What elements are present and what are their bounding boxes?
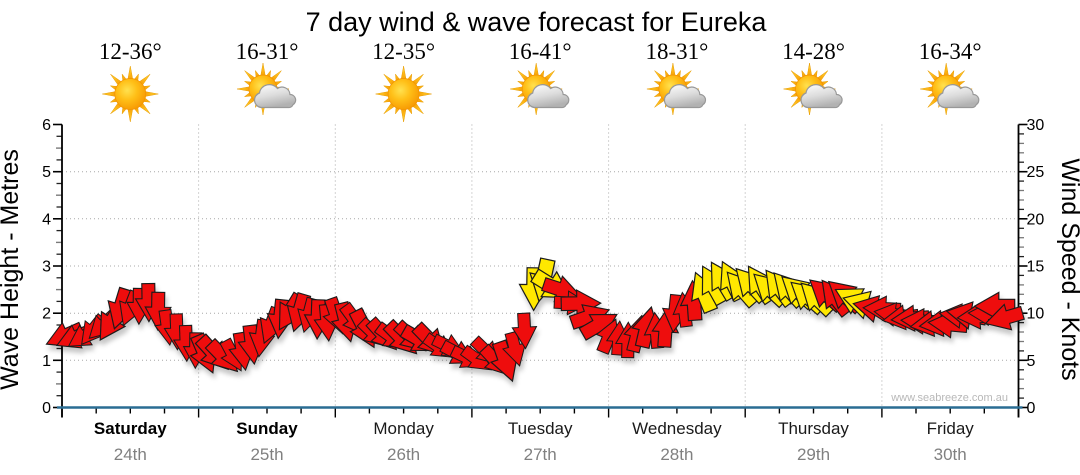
svg-text:5: 5 [42,164,51,181]
svg-text:7 day wind & wave forecast for: 7 day wind & wave forecast for Eureka [306,7,768,37]
svg-text:5: 5 [1027,353,1036,370]
svg-text:16-34°: 16-34° [919,39,982,64]
svg-text:Thursday: Thursday [778,419,849,438]
svg-text:18-31°: 18-31° [645,39,708,64]
svg-text:0: 0 [42,400,51,417]
svg-text:3: 3 [42,259,51,276]
svg-text:4: 4 [42,211,51,228]
svg-text:25: 25 [1027,164,1045,181]
svg-text:Friday: Friday [927,419,975,438]
svg-text:16-31°: 16-31° [236,39,299,64]
svg-text:25th: 25th [250,445,283,464]
svg-text:2: 2 [42,306,51,323]
svg-text:15: 15 [1027,259,1045,276]
svg-text:www.seabreeze.com.au: www.seabreeze.com.au [890,392,1008,404]
svg-text:24th: 24th [114,445,147,464]
svg-text:Monday: Monday [373,419,434,438]
svg-text:12-36°: 12-36° [99,39,162,64]
svg-text:12-35°: 12-35° [372,39,435,64]
svg-text:6: 6 [42,117,51,134]
svg-text:10: 10 [1027,306,1045,323]
svg-text:30th: 30th [934,445,967,464]
svg-text:14-28°: 14-28° [782,39,845,64]
svg-text:28th: 28th [660,445,693,464]
svg-text:0: 0 [1027,400,1036,417]
svg-text:Sunday: Sunday [236,419,298,438]
svg-text:Wednesday: Wednesday [632,419,722,438]
svg-text:Wind Speed - Knots: Wind Speed - Knots [1056,158,1080,380]
svg-text:Tuesday: Tuesday [508,419,573,438]
svg-text:29th: 29th [797,445,830,464]
svg-text:1: 1 [42,353,51,370]
svg-text:Saturday: Saturday [94,419,167,438]
svg-text:20: 20 [1027,211,1045,228]
svg-text:26th: 26th [387,445,420,464]
svg-text:30: 30 [1027,117,1045,134]
svg-text:16-41°: 16-41° [509,39,572,64]
svg-text:27th: 27th [524,445,557,464]
svg-text:Wave Height - Metres: Wave Height - Metres [0,149,24,390]
